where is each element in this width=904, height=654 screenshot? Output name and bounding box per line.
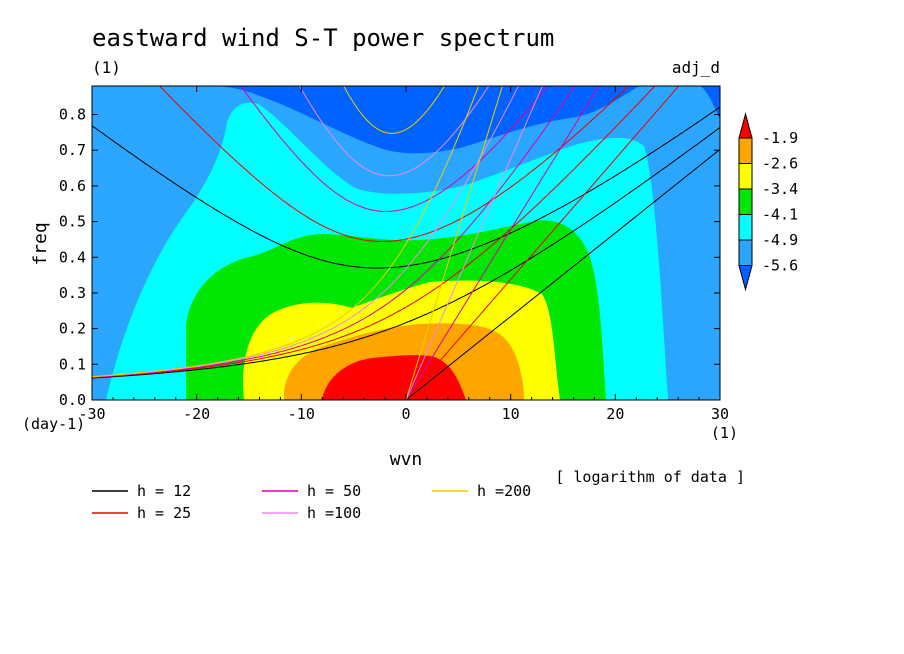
x-tick-label: 0 — [401, 405, 410, 423]
colorbar-swatch — [738, 163, 753, 190]
dispersion-h25-branch-1 — [92, 306, 407, 378]
dispersion-h100-branch-3 — [298, 86, 490, 177]
colorbar: -1.9 -2.6 -3.4 -4.1 -4.9 -5.6 — [738, 112, 798, 292]
y-axis-label: freq — [30, 222, 51, 265]
dispersion-h200-branch-1 — [92, 243, 407, 378]
y-tick-label: 0.8 — [59, 106, 86, 124]
y-axis-unit: (day-1) — [22, 415, 85, 433]
colorbar-swatch — [738, 214, 753, 241]
legend-label-h100: h =100 — [307, 504, 361, 522]
plot-area: -30 -20 -10 0 10 20 30 0.0 0.1 0.2 0.3 0.4 0.5 0.6 0.7… — [59, 85, 729, 423]
y-tick-label: 0.6 — [59, 177, 86, 195]
x-tick-label: 20 — [606, 405, 624, 423]
dispersion-h50-branch-3 — [240, 86, 549, 212]
subtitle-left: (1) — [92, 58, 121, 77]
colorbar-arrow-bottom — [738, 265, 753, 292]
y-tick-label: 0.2 — [59, 320, 86, 338]
colorbar-swatch — [738, 137, 753, 164]
x-tick-label: -30 — [78, 405, 105, 423]
axis-ticks: -30 -20 -10 0 10 20 30 0.0 0.1 0.2 0.3 0.4 0.5 0.6 0.7… — [59, 86, 729, 423]
colorbar-arrow-top — [738, 112, 753, 139]
dispersion-h100-branch-0 — [405, 86, 543, 400]
dispersion-h100-branch-2 — [405, 86, 520, 270]
dispersion-h25-branch-2 — [405, 86, 656, 308]
data-note: [ logarithm of data ] — [555, 468, 745, 486]
x-tick-label: 30 — [711, 405, 729, 423]
dispersion-h12-branch-2 — [405, 127, 720, 324]
dispersion-h25 — [92, 86, 680, 400]
dispersion-h25-branch-3 — [158, 86, 630, 242]
dispersion-h200-branch-3 — [343, 86, 446, 134]
y-tick-label: 0.5 — [59, 213, 86, 231]
colorbar-label: -2.6 — [762, 155, 798, 173]
colorbar-label: -4.1 — [762, 206, 798, 224]
subtitle-right: adj_d — [672, 58, 720, 77]
x-axis-unit: (1) — [711, 424, 738, 442]
dispersion-h12-branch-0 — [405, 149, 720, 400]
legend-label-h50: h = 50 — [307, 482, 361, 500]
dispersion-curves — [92, 86, 720, 400]
x-tick-label: -20 — [183, 405, 210, 423]
dispersion-h12-branch-3 — [92, 106, 720, 269]
colorbar-swatch — [738, 239, 753, 266]
dispersion-h50-branch-0 — [405, 86, 600, 400]
y-tick-label: 0.4 — [59, 248, 86, 266]
colorbar-swatch — [738, 188, 753, 215]
colorbar-label: -3.4 — [762, 180, 798, 198]
colorbar-label: -4.9 — [762, 231, 798, 249]
y-tick-label: 0.7 — [59, 141, 86, 159]
legend-label-h25: h = 25 — [137, 504, 191, 522]
colorbar-label: -5.6 — [762, 257, 798, 275]
y-tick-label: 0.3 — [59, 284, 86, 302]
dispersion-h12-branch-1 — [92, 322, 407, 379]
dispersion-h50-branch-2 — [405, 86, 576, 290]
x-tick-label: -10 — [288, 405, 315, 423]
x-tick-label: 10 — [502, 405, 520, 423]
legend-label-h12: h = 12 — [137, 482, 191, 500]
dispersion-h200-branch-2 — [405, 86, 480, 245]
y-tick-label: 0.1 — [59, 355, 86, 373]
dispersion-legend: h = 12 h = 25 h = 50 h =100 h =200 — [92, 482, 531, 522]
contour-band-6 — [322, 355, 466, 400]
colorbar-label: -1.9 — [762, 129, 798, 147]
dispersion-h200 — [92, 86, 503, 400]
dispersion-h12 — [92, 106, 720, 400]
legend-label-h200: h =200 — [477, 482, 531, 500]
x-axis-label: wvn — [390, 449, 423, 470]
y-tick-label: 0.0 — [59, 391, 86, 409]
chart-title: eastward wind S-T power spectrum — [92, 24, 554, 52]
dispersion-h25-branch-0 — [405, 86, 680, 400]
dispersion-h200-branch-0 — [405, 86, 503, 400]
